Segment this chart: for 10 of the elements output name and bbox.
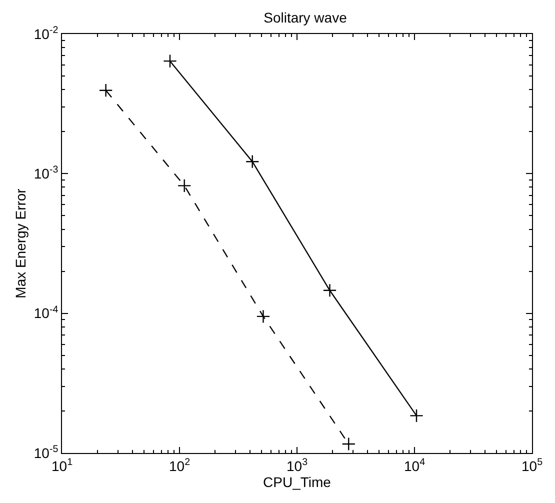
x-axis-title: CPU_Time bbox=[263, 474, 332, 490]
x-tick-label: 10$^{5}$ bbox=[521, 456, 544, 474]
chart-title: Solitary wave bbox=[264, 9, 348, 26]
x-tick-label: 10$^{3}$ bbox=[286, 456, 308, 474]
y-tick-label: 10$^{-3}$ bbox=[34, 164, 59, 182]
y-axis-title: Max Energy Error bbox=[12, 188, 29, 298]
y-tick-label: 10$^{-4}$ bbox=[34, 304, 59, 322]
x-tick-label: 10$^{4}$ bbox=[404, 456, 426, 474]
x-tick-label: 10$^{2}$ bbox=[168, 456, 190, 474]
y-tick-label: 10$^{-2}$ bbox=[34, 25, 58, 42]
